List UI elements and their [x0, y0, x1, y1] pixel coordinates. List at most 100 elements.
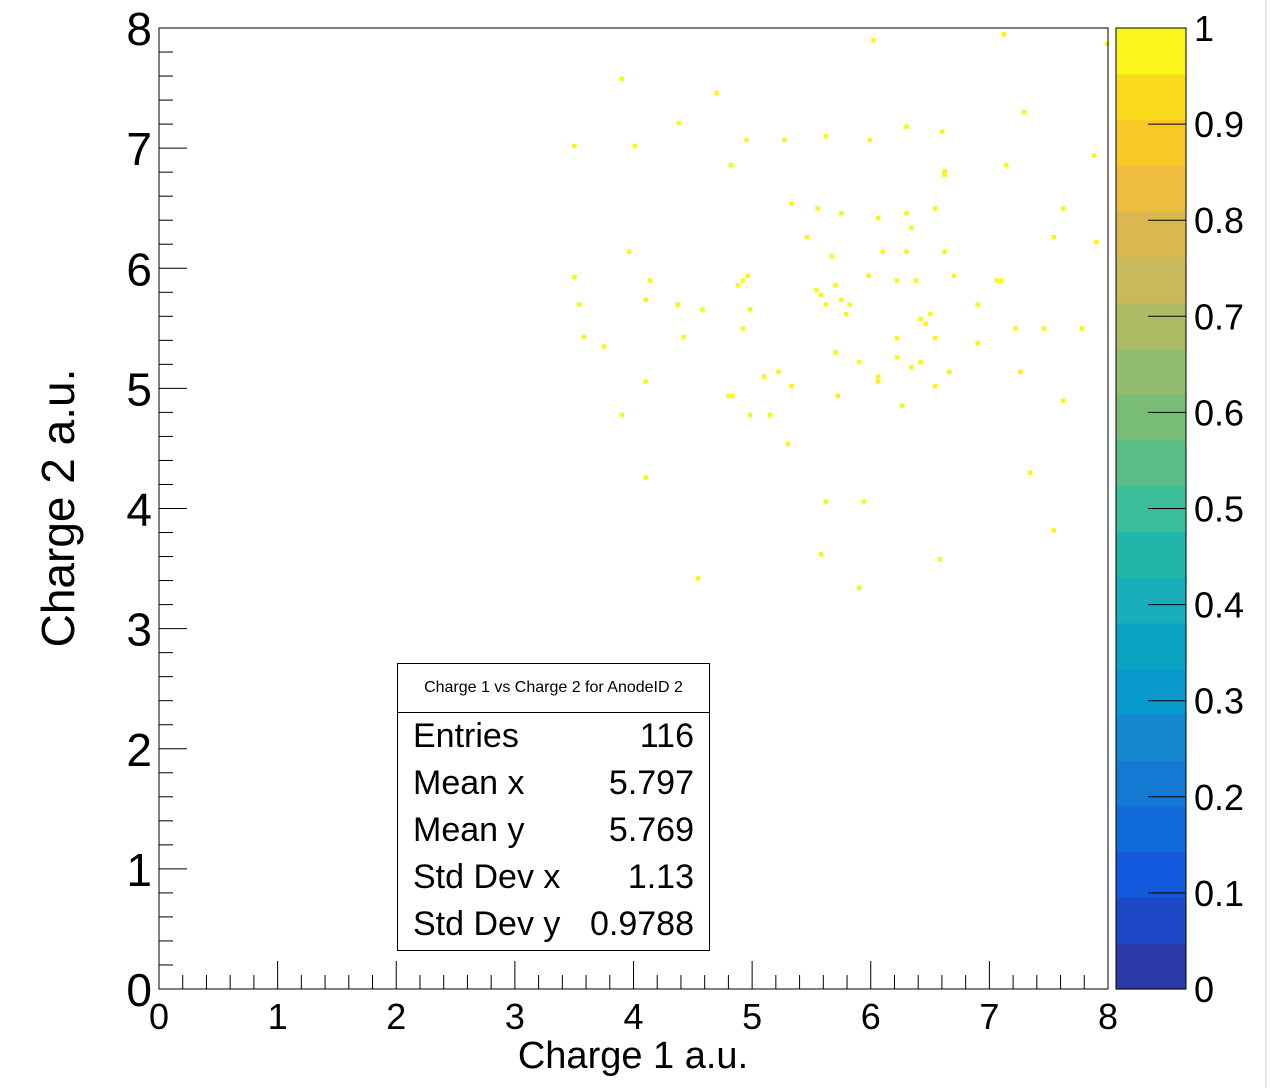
color-scale-tick-label: 0: [1194, 969, 1214, 1010]
data-point: [932, 335, 938, 341]
data-point: [923, 321, 928, 326]
data-point: [1004, 162, 1009, 168]
data-point: [643, 297, 648, 302]
data-point: [740, 326, 746, 331]
data-point: [714, 90, 719, 96]
data-point: [839, 297, 844, 302]
data-point: [747, 307, 753, 312]
x-tick-label: 8: [1098, 996, 1118, 1037]
color-scale-tick-label: 0.8: [1194, 200, 1244, 241]
y-tick-label: 7: [126, 123, 152, 175]
data-point: [643, 379, 648, 384]
x-tick-label: 7: [979, 996, 999, 1037]
x-tick-label: 2: [386, 996, 406, 1037]
data-point: [695, 576, 701, 581]
color-scale-band: [1116, 165, 1186, 212]
stats-label: Mean y: [413, 811, 525, 849]
data-point: [856, 359, 862, 365]
color-scale-band: [1116, 851, 1186, 899]
data-point: [619, 412, 625, 418]
data-point: [767, 412, 773, 418]
data-point: [632, 143, 638, 149]
data-point: [894, 335, 900, 341]
color-scale-band: [1116, 394, 1186, 441]
data-point: [932, 384, 938, 389]
y-axis-tick-labels: 0 1 2 3 4 5 6 7 8: [126, 3, 152, 1016]
data-point: [1091, 153, 1097, 158]
data-point: [804, 235, 810, 240]
data-point: [847, 302, 852, 307]
data-point: [918, 316, 924, 322]
data-point: [747, 412, 753, 418]
data-point: [867, 137, 873, 143]
x-tick-label: 3: [505, 996, 525, 1037]
data-point: [875, 379, 881, 384]
color-scale-tick-label: 0.6: [1194, 392, 1244, 433]
data-point: [861, 499, 867, 504]
data-point: [1051, 235, 1056, 240]
data-point: [815, 206, 820, 211]
color-scale-tick-label: 0.2: [1194, 777, 1244, 818]
data-point: [942, 172, 947, 178]
data-points: [572, 32, 1110, 591]
color-scale-tick-label: 0.4: [1194, 585, 1244, 626]
color-scale-band: [1116, 302, 1186, 349]
data-point: [856, 585, 862, 591]
data-point: [782, 137, 787, 143]
stats-value: 0.9788: [590, 905, 694, 943]
data-point: [875, 374, 881, 379]
data-point: [823, 499, 829, 504]
data-point: [875, 215, 881, 221]
stats-row-std-dev-x: Std Dev x 1.13: [398, 854, 709, 901]
color-scale-tick-label: 0.5: [1194, 489, 1244, 530]
data-point: [939, 129, 945, 134]
color-scale-band: [1116, 531, 1186, 578]
color-scale-band: [1116, 943, 1186, 990]
data-point: [676, 120, 682, 126]
data-point: [823, 302, 829, 307]
data-point: [899, 403, 905, 408]
stats-label: Mean x: [413, 764, 525, 802]
data-point: [947, 369, 952, 375]
data-point: [894, 355, 900, 360]
stats-row-std-dev-y: Std Dev y 0.9788: [398, 901, 709, 948]
data-point: [572, 274, 577, 280]
data-point: [942, 249, 947, 254]
data-point: [762, 374, 767, 379]
x-axis-tick-labels: 0 1 2 3 4 5 6 7 8: [149, 996, 1118, 1037]
x-tick-label: 1: [268, 996, 288, 1037]
x-axis-ticks: [158, 961, 1109, 989]
data-point: [681, 334, 686, 340]
data-point: [829, 254, 835, 259]
data-point: [726, 393, 731, 399]
color-scale-band: [1116, 805, 1186, 853]
data-point: [999, 278, 1004, 283]
data-point: [1001, 32, 1007, 37]
data-point: [1013, 326, 1018, 331]
color-scale-tick-label: 0.1: [1194, 873, 1244, 914]
stats-value: 116: [639, 717, 694, 755]
stats-value: 5.797: [608, 764, 694, 802]
data-point: [700, 307, 705, 312]
data-point: [880, 249, 886, 254]
stats-label: Std Dev y: [413, 905, 561, 943]
data-point: [871, 38, 876, 43]
data-point: [1018, 369, 1023, 375]
data-point: [744, 137, 749, 143]
data-point: [975, 302, 980, 307]
stats-row-mean-x: Mean x 5.797: [398, 760, 709, 807]
stats-box: Charge 1 vs Charge 2 for AnodeID 2 Entri…: [397, 663, 710, 951]
color-scale-band: [1116, 668, 1186, 716]
color-scale-band: [1116, 73, 1186, 121]
y-axis-ticks: [159, 27, 187, 990]
data-point: [894, 278, 900, 283]
color-scale-band: [1116, 714, 1186, 761]
x-tick-label: 6: [861, 996, 881, 1037]
color-scale-band: [1116, 211, 1186, 258]
color-scale-band: [1116, 577, 1186, 624]
stats-value: 1.13: [627, 858, 694, 896]
y-axis-label: Charge 2 a.u.: [32, 369, 84, 648]
data-point: [866, 273, 871, 278]
data-point: [619, 76, 625, 81]
data-point: [776, 369, 781, 375]
